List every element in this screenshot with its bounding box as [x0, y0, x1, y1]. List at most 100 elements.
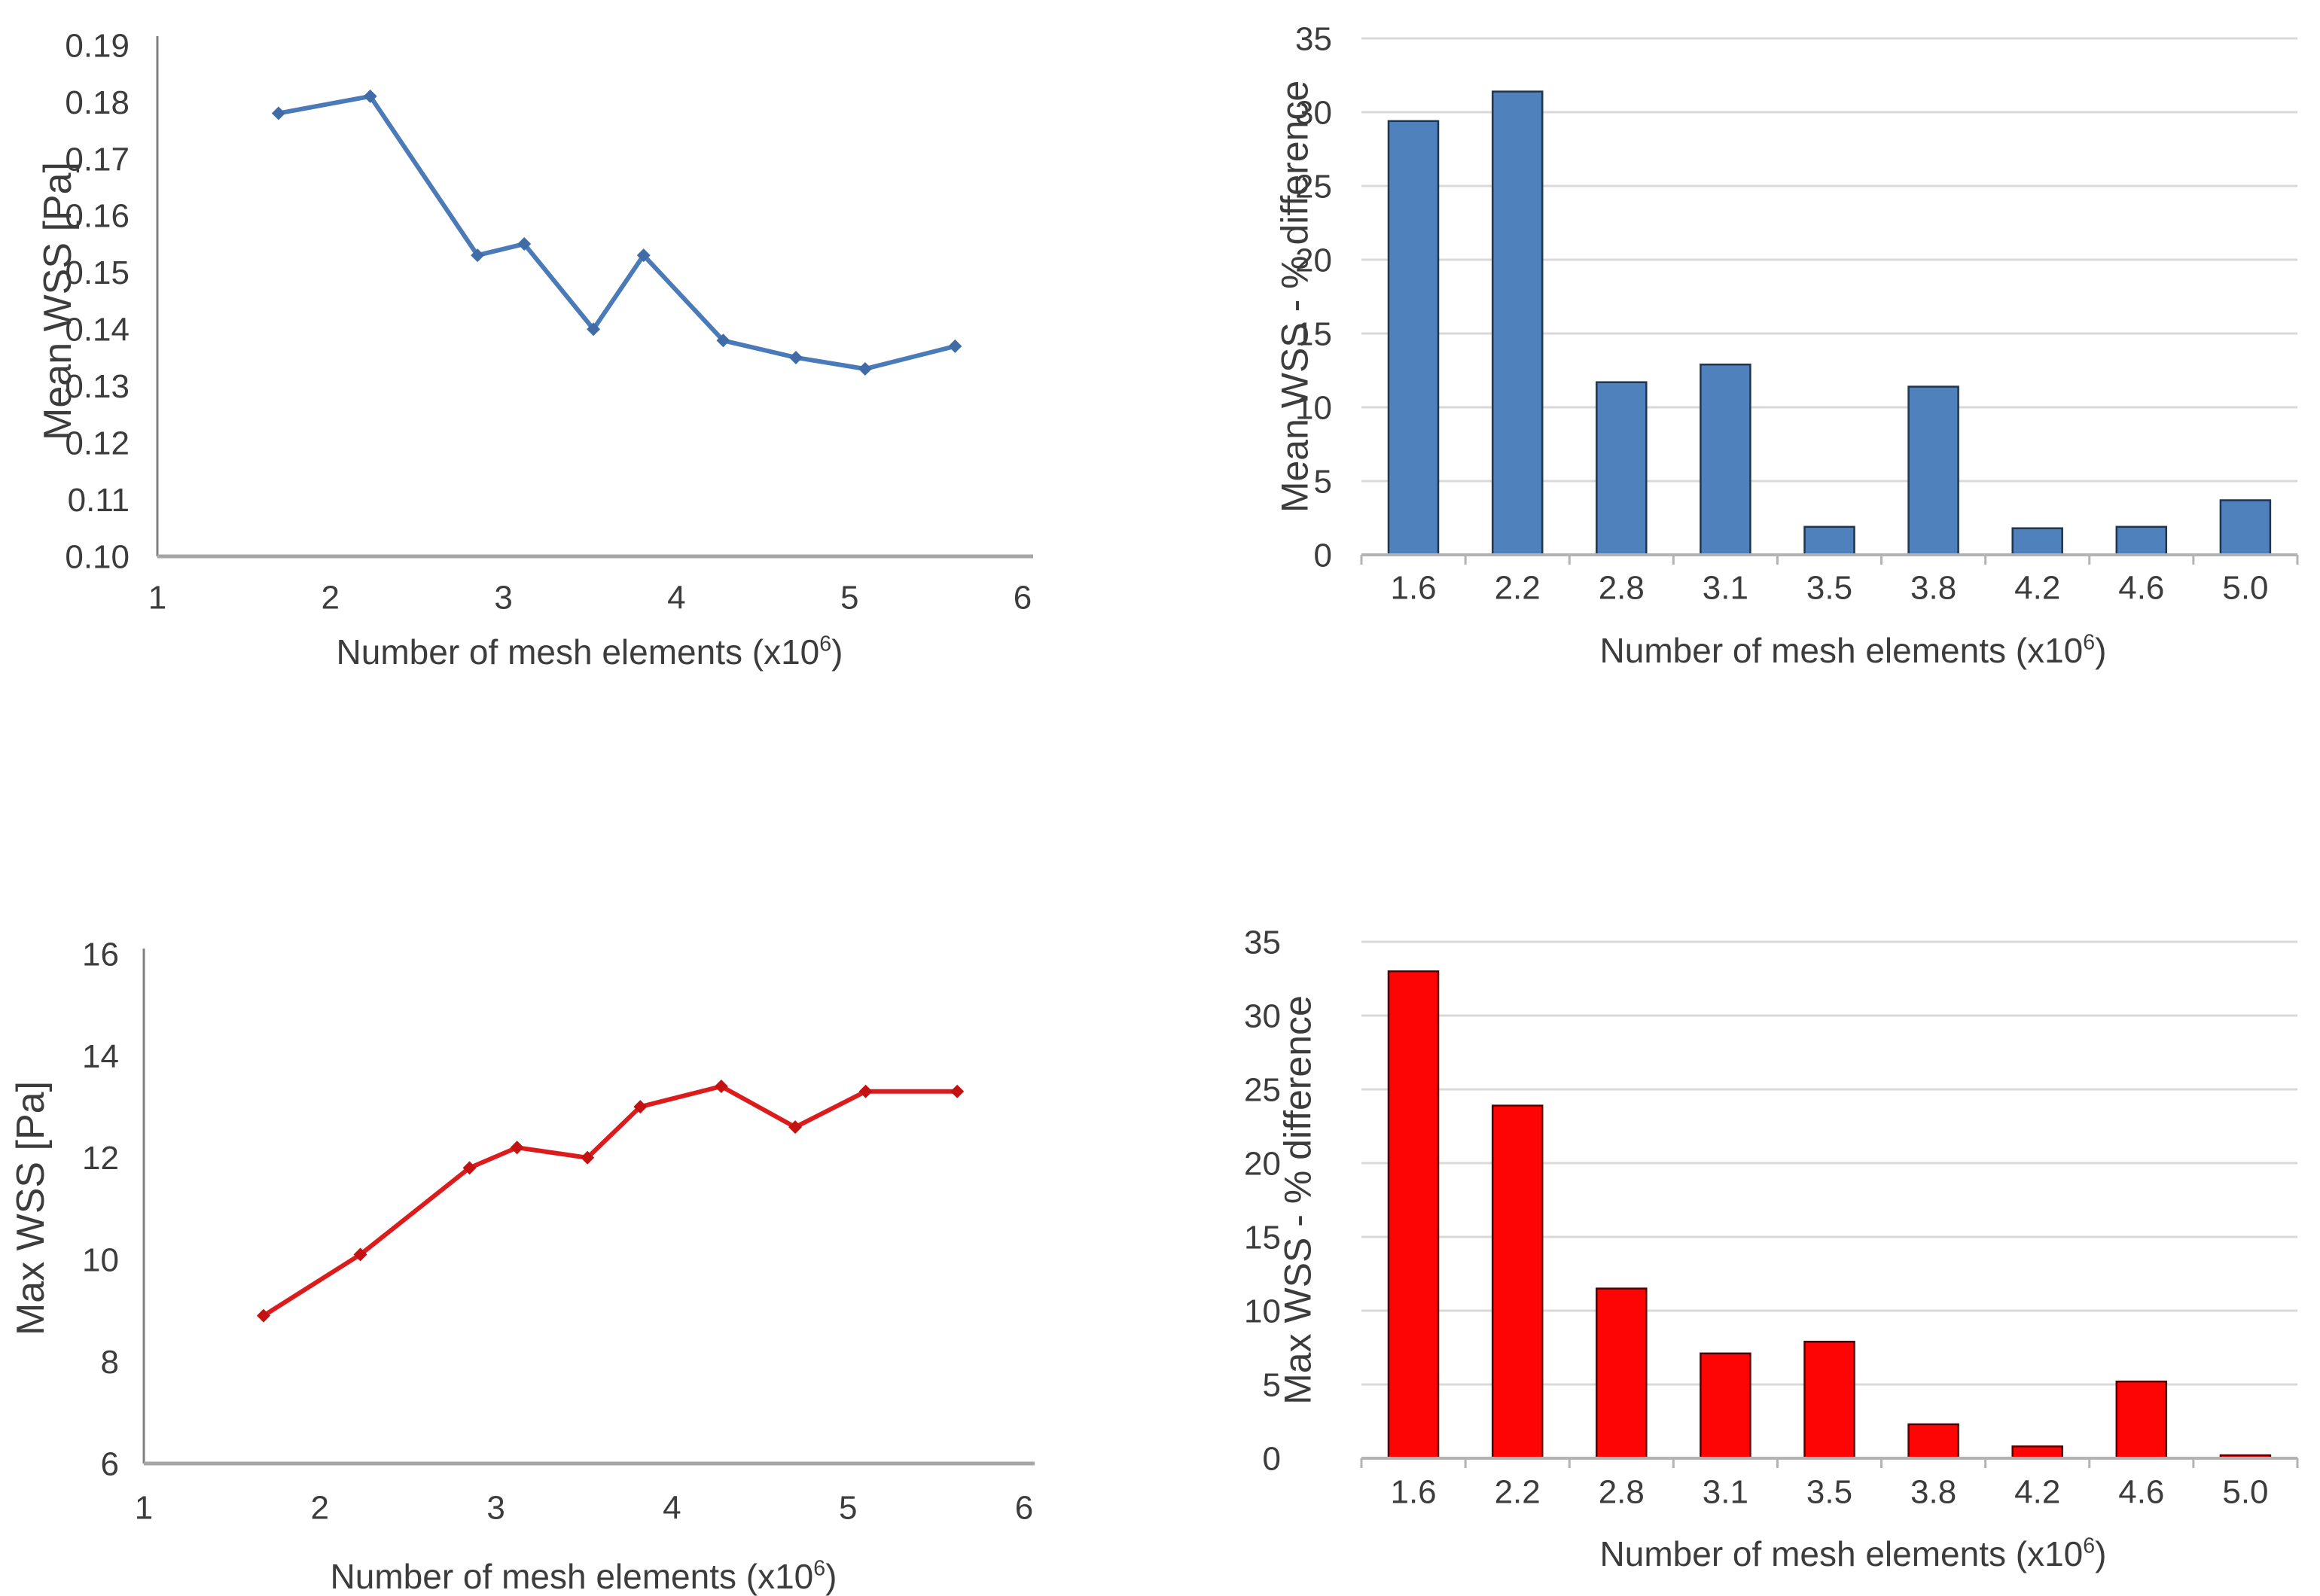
y-tick-label: 10: [82, 1242, 119, 1279]
bar: [1907, 385, 1959, 556]
y-tick-label: 0: [1314, 537, 1332, 574]
data-point-marker: [950, 1084, 965, 1098]
x-axis-ticks: 1.6 2.2 2.8 3.1 3.5 3.8 4.2 4.6 5.0: [1390, 569, 2268, 606]
y-tick-label: 20: [1295, 242, 1332, 279]
x-category-label: 4.2: [2014, 1473, 2060, 1510]
data-point-marker: [510, 1141, 524, 1155]
bar: [1387, 120, 1440, 556]
x-category-label: 4.6: [2118, 1473, 2164, 1510]
x-tick-label: 4: [663, 1489, 681, 1526]
x-axis-ticks: 1 2 3 4 5 6: [135, 1489, 1033, 1526]
y-tick-label: 12: [82, 1140, 119, 1177]
y-axis-title: Mean WSS [Pa]: [36, 162, 80, 440]
bar: [1387, 970, 1440, 1460]
chart-mean-wss-line: 0.10 0.11 0.12 0.13 0.14 0.15 0.16 0.17 0.18 0.19…: [0, 0, 1160, 798]
max-wss-pct-diff-bar-svg: 0 5 10 15 20 25 30 35 1.6 2.2 2.8 3.1 3.5 3.8 4.2 4.6 5.…: [1244, 924, 2299, 1574]
bar: [1803, 525, 1855, 556]
x-category-label: 3.1: [1703, 569, 1748, 606]
bar: [1700, 363, 1751, 556]
data-series: [256, 1080, 965, 1323]
bar: [2115, 1380, 2168, 1460]
data-point-marker: [788, 1120, 803, 1135]
y-tick-label: 10: [1244, 1293, 1281, 1329]
x-category-label: 2.8: [1599, 1473, 1645, 1510]
x-category-label: 3.8: [1910, 569, 1956, 606]
data-point-marker: [716, 334, 730, 348]
bar: [1803, 1340, 1855, 1460]
data-point-marker: [633, 1100, 648, 1114]
x-tick-label: 3: [494, 579, 512, 616]
mean-wss-pct-diff-bar-svg: 0 5 10 15 20 25 30 35 1.6 2.2 2.8 3.1 3.5 3.8 4.2 4.6 5.…: [1274, 20, 2299, 671]
data-series: [1387, 970, 2272, 1460]
x-axis-title: Number of mesh elements (x106): [331, 1557, 837, 1596]
y-axis-title: Mean WSS - % difference: [1274, 81, 1316, 513]
x-tick-label: 1: [135, 1489, 153, 1526]
x-axis-ticks: 1 2 3 4 5 6: [148, 579, 1032, 616]
y-tick-label: 25: [1295, 168, 1332, 205]
y-axis-ticks: 6 8 10 12 14 16: [82, 936, 119, 1482]
x-category-label: 1.6: [1390, 569, 1436, 606]
data-series: [271, 89, 962, 376]
y-tick-label: 0.11: [68, 482, 130, 519]
y-axis-ticks: 0.10 0.11 0.12 0.13 0.14 0.15 0.16 0.17 0.18 0.19: [65, 27, 130, 575]
series-line: [276, 93, 958, 371]
x-axis-title: Number of mesh elements (x106): [337, 632, 843, 672]
x-category-label: 3.5: [1806, 1473, 1852, 1510]
data-point-marker: [858, 362, 872, 376]
axes: [1360, 1457, 2299, 1468]
y-tick-label: 30: [1244, 998, 1281, 1034]
y-tick-label: 16: [82, 936, 119, 973]
y-tick-label: 6: [101, 1445, 119, 1482]
x-category-label: 1.6: [1390, 1473, 1436, 1510]
data-point-marker: [636, 248, 651, 263]
x-tick-label: 5: [839, 1489, 857, 1526]
y-tick-label: 35: [1295, 20, 1332, 57]
data-point-marker: [581, 1150, 595, 1165]
y-axis-ticks: 0 5 10 15 20 25 30 35: [1295, 20, 1332, 574]
y-tick-label: 15: [1295, 315, 1332, 352]
y-tick-label: 0.16: [65, 198, 130, 235]
y-tick-label: 15: [1244, 1219, 1281, 1256]
x-category-label: 2.8: [1599, 569, 1645, 606]
data-point-marker: [948, 339, 962, 353]
y-tick-label: 0.17: [65, 141, 130, 178]
x-axis-title: Number of mesh elements (x106): [1600, 1534, 2107, 1574]
data-point-marker: [788, 350, 803, 364]
bar: [1596, 1287, 1648, 1460]
bar: [1700, 1352, 1751, 1460]
y-tick-label: 0.14: [65, 312, 130, 349]
x-tick-label: 2: [322, 579, 340, 616]
data-point-marker: [353, 1247, 367, 1262]
bar: [2011, 527, 2063, 556]
y-axis-title: Max WSS - % difference: [1277, 995, 1319, 1405]
data-series: [1387, 90, 2272, 556]
y-tick-label: 0: [1263, 1440, 1281, 1477]
y-tick-label: 20: [1244, 1145, 1281, 1182]
axes: [156, 36, 1033, 559]
data-point-marker: [471, 248, 485, 263]
x-category-label: 2.2: [1495, 1473, 1541, 1510]
x-category-label: 3.1: [1703, 1473, 1748, 1510]
bar: [1907, 1423, 1959, 1460]
y-tick-label: 35: [1244, 924, 1281, 961]
x-tick-label: 4: [667, 579, 685, 616]
data-point-marker: [462, 1161, 477, 1175]
x-tick-label: 5: [840, 579, 858, 616]
x-axis-ticks: 1.6 2.2 2.8 3.1 3.5 3.8 4.2 4.6 5.0: [1390, 1473, 2268, 1510]
y-tick-label: 0.10: [65, 538, 130, 575]
chart-mean-wss-pct-diff-bar: 0 5 10 15 20 25 30 35 1.6 2.2 2.8 3.1 3.5 3.8 4.2 4.6 5.…: [1160, 0, 2320, 798]
x-category-label: 4.6: [2118, 569, 2164, 606]
y-tick-label: 25: [1244, 1071, 1281, 1108]
chart-max-wss-line: 6 8 10 12 14 16 1 2 3 4 5 6 Number of mesh elements …: [0, 798, 1160, 1596]
x-category-label: 5.0: [2222, 1473, 2268, 1510]
y-axis-ticks: 0 5 10 15 20 25 30 35: [1244, 924, 1281, 1477]
y-tick-label: 0.13: [65, 368, 130, 405]
y-tick-label: 5: [1263, 1366, 1281, 1403]
y-tick-label: 8: [101, 1344, 119, 1381]
x-axis-title: Number of mesh elements (x106): [1600, 631, 2107, 671]
bar: [1491, 1104, 1544, 1460]
bar: [1596, 381, 1648, 556]
data-point-marker: [858, 1084, 873, 1098]
